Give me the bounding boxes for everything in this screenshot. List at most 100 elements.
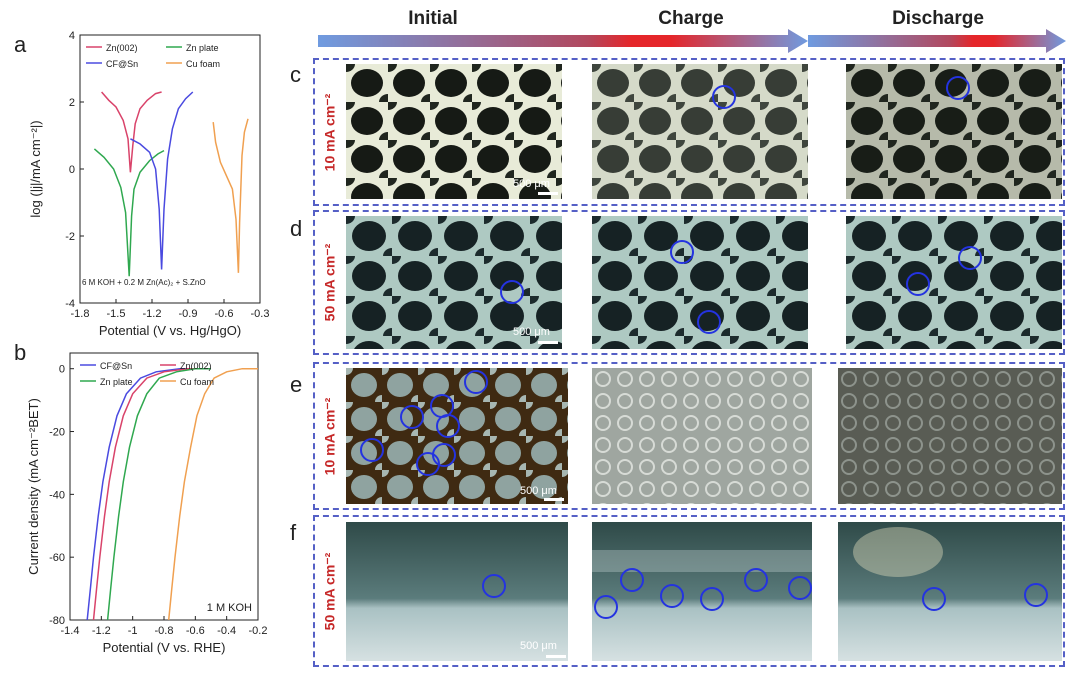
x-tick-label: -1.2 [143, 308, 162, 320]
micrograph-c-charge [592, 64, 808, 199]
x-tick-label: -1.8 [71, 308, 90, 320]
x-axis-label: Potential (V vs. Hg/HgO) [99, 323, 241, 338]
series-line-zn-002- [92, 367, 204, 621]
x-tick-label: -0.2 [249, 625, 268, 637]
scale-label-d: 500 μm [513, 326, 550, 338]
legend-label: CF@Sn [100, 361, 132, 371]
micrograph-c-initial [346, 64, 562, 199]
scale-label-c: 500 μm [513, 178, 550, 190]
row-label-c: 10 mA cm⁻² [321, 93, 338, 171]
y-tick-label: 0 [69, 164, 75, 176]
marker-circle [594, 595, 618, 619]
panel-letter-b: b [14, 340, 27, 365]
x-tick-label: -0.6 [186, 625, 205, 637]
marker-circle [660, 584, 684, 608]
micrograph-d-initial [346, 216, 562, 349]
row-label-e: 10 mA cm⁻² [321, 397, 338, 475]
y-tick-label: -40 [49, 489, 65, 501]
x-tick-label: -1.5 [107, 308, 126, 320]
row-label-f: 50 mA cm⁻² [321, 552, 338, 630]
y-tick-label: 0 [59, 364, 65, 376]
marker-circle [958, 246, 982, 270]
x-tick-label: -0.9 [179, 308, 198, 320]
row-box-d [313, 210, 1065, 355]
column-label-charge: Charge [658, 8, 724, 29]
legend-label: CF@Sn [106, 59, 138, 69]
x-tick-label: -1.2 [92, 625, 111, 637]
row-box-f [313, 515, 1065, 667]
marker-circle [946, 76, 970, 100]
y-tick-label: -80 [49, 615, 65, 627]
panel-letter-f: f [290, 520, 297, 545]
micrograph-e-discharge [838, 368, 1062, 504]
row-label-d: 50 mA cm⁻² [321, 243, 338, 322]
chart-a: -1.8 -1.5 -1.2 -0.9 -0.6 -0.3 -4 -2 0 2 4 Potential… [28, 30, 269, 338]
legend-label: Zn plate [186, 43, 219, 53]
marker-circle [436, 414, 460, 438]
x-tick-label: -0.8 [155, 625, 174, 637]
marker-circle [400, 405, 424, 429]
marker-circle [744, 568, 768, 592]
panel-letter-e: e [290, 372, 303, 397]
micrograph-e-initial [346, 368, 568, 504]
row-box-e [313, 362, 1065, 510]
row-box-c [313, 58, 1065, 206]
marker-circle [416, 452, 440, 476]
y-tick-label: -20 [49, 427, 65, 439]
marker-circle [670, 240, 694, 264]
marker-circle [482, 574, 506, 598]
column-label-discharge: Discharge [892, 8, 984, 29]
legend-label: Cu foam [186, 59, 220, 69]
y-tick-label: -60 [49, 552, 65, 564]
series-line-cf-sn [86, 367, 196, 621]
chart-b: -1.4 -1.2 -1 -0.8 -0.6 -0.4 -0.2 -80 -60 -40 -20 0 P… [26, 352, 268, 655]
marker-circle [620, 568, 644, 592]
marker-circle [906, 272, 930, 296]
x-tick-label: -1 [128, 625, 138, 637]
column-label-initial: Initial [408, 8, 458, 29]
marker-circle [1024, 583, 1048, 607]
condition-annotation: 6 M KOH + 0.2 M Zn(Ac)₂ + S.ZnO [82, 278, 206, 287]
panel-letter-c: c [290, 62, 301, 87]
x-tick-label: -0.4 [217, 625, 236, 637]
x-tick-label: -0.6 [215, 308, 234, 320]
legend-label: Zn plate [100, 377, 133, 387]
panel-letter-d: d [290, 216, 303, 241]
scale-bar-f [546, 655, 566, 658]
stage-arrow [318, 29, 1066, 53]
marker-circle [788, 576, 812, 600]
series-line-zn-plate [93, 148, 165, 277]
x-axis-label: Potential (V vs. RHE) [103, 640, 226, 655]
plot-frame [79, 34, 261, 304]
legend-label: Zn(002) [180, 361, 212, 371]
y-tick-label: 2 [69, 97, 75, 109]
y-axis-label: Current density (mA cm⁻²BET) [26, 398, 41, 575]
marker-circle [500, 280, 524, 304]
micrograph-d-discharge [846, 216, 1062, 349]
series-line-zn-002- [101, 91, 162, 173]
marker-circle [922, 587, 946, 611]
series-line-cf-sn [130, 91, 194, 270]
scale-bar-d [538, 341, 558, 344]
legend-label: Zn(002) [106, 43, 138, 53]
marker-circle [697, 310, 721, 334]
legend-label: Cu foam [180, 377, 214, 387]
y-tick-label: -2 [65, 231, 75, 243]
panel-letter-a: a [14, 32, 27, 57]
micrograph-e-charge [592, 368, 812, 504]
marker-circle [700, 587, 724, 611]
scale-label-e: 500 μm [520, 485, 557, 497]
series-line-zn-plate [106, 367, 211, 621]
micrograph-f-initial [346, 522, 568, 661]
marker-circle [712, 85, 736, 109]
condition-annotation: 1 M KOH [207, 602, 252, 614]
scale-label-f: 500 μm [520, 640, 557, 652]
x-tick-label: -1.4 [61, 625, 80, 637]
scale-bar-e [544, 498, 564, 501]
marker-circle [464, 370, 488, 394]
y-axis-label: log (|j|/mA cm⁻²|) [28, 120, 43, 217]
series-line-cu-foam [212, 118, 249, 273]
scale-bar-c [538, 192, 558, 195]
series-line-cu-foam [167, 367, 258, 621]
y-tick-label: -4 [65, 298, 75, 310]
